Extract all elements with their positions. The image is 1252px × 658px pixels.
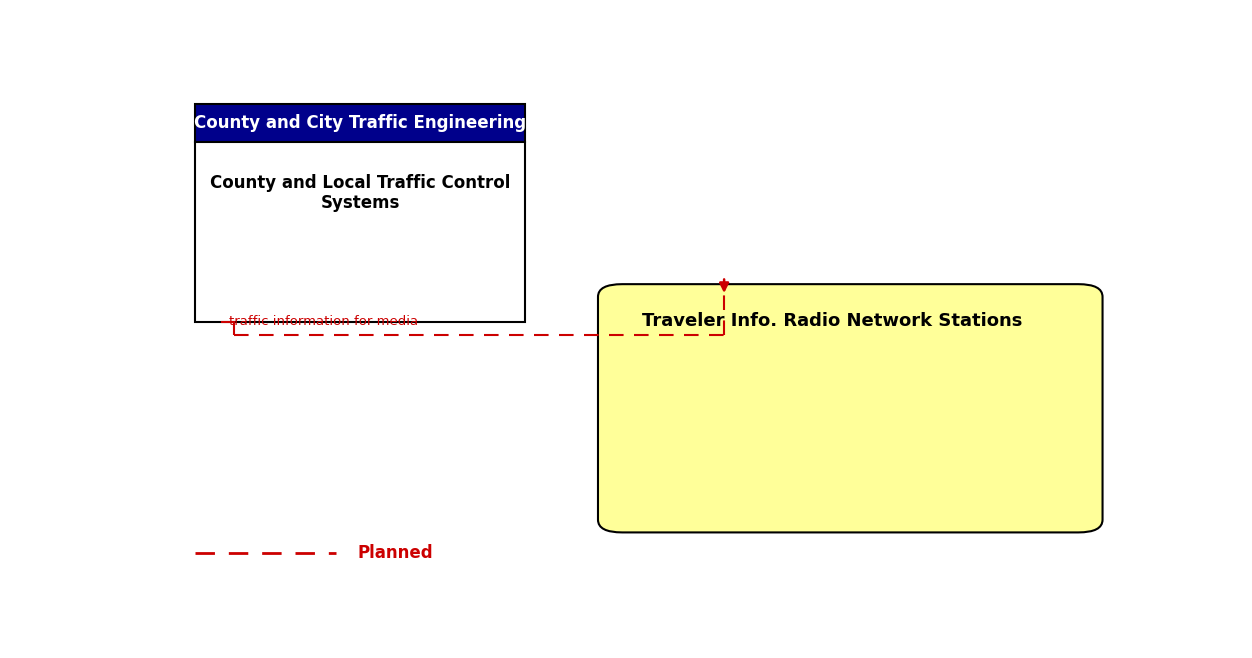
- FancyBboxPatch shape: [598, 284, 1103, 532]
- Text: Traveler Info. Radio Network Stations: Traveler Info. Radio Network Stations: [641, 312, 1022, 330]
- FancyBboxPatch shape: [195, 142, 525, 322]
- FancyBboxPatch shape: [195, 105, 525, 142]
- Text: County and City Traffic Engineering: County and City Traffic Engineering: [194, 114, 526, 132]
- Text: County and Local Traffic Control
Systems: County and Local Traffic Control Systems: [210, 174, 511, 213]
- Text: traffic information for media: traffic information for media: [229, 315, 418, 328]
- Text: Planned: Planned: [357, 544, 433, 562]
